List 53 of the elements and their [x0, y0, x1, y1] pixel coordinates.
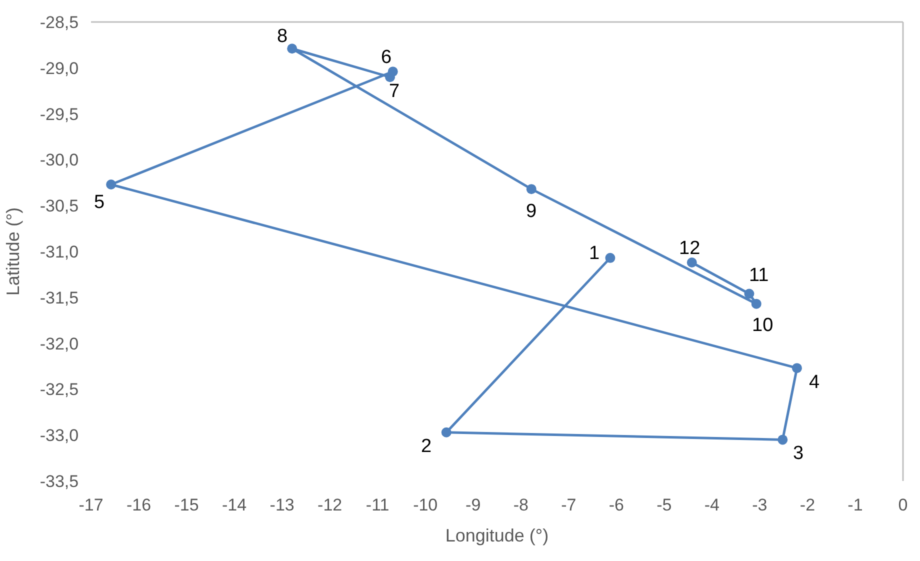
x-tick-label: -13 [270, 495, 294, 514]
point [526, 184, 536, 194]
y-tick-label: -33,5 [40, 472, 79, 491]
annotation: 4 [809, 372, 820, 393]
x-tick-label: -15 [174, 495, 199, 514]
y-tick-label: -32,5 [40, 380, 79, 400]
x-tick-label: -10 [413, 495, 438, 514]
point [744, 288, 754, 299]
annotation: 11 [749, 265, 769, 286]
x-tick-label: -6 [608, 495, 624, 514]
x-tick-label: -17 [78, 495, 104, 514]
point [686, 258, 697, 268]
y-tick-label: -31,0 [40, 242, 79, 262]
x-tick-label: -9 [466, 495, 481, 514]
y-tick-label: -28,5 [40, 12, 79, 32]
y-tick-label: -29,0 [40, 58, 79, 78]
annotation: 10 [752, 315, 774, 336]
x-tick-label: -2 [800, 495, 816, 514]
x-tick-label: -7 [561, 495, 576, 514]
x-tick-label: -4 [704, 495, 720, 514]
y-tick-label: -29,5 [40, 104, 79, 124]
x-tick-label: -3 [752, 495, 768, 514]
y-tick-label: -30,5 [40, 196, 79, 216]
annotation: 3 [793, 443, 804, 464]
annotation: 5 [94, 192, 105, 213]
x-tick-label: 0 [898, 495, 908, 514]
annotation: 9 [526, 201, 537, 222]
y-tick-label: -31,5 [40, 288, 79, 308]
x-tick-label: -11 [366, 495, 390, 514]
x-tick-label: -5 [656, 495, 672, 514]
x-tick-label: -8 [513, 495, 528, 514]
annotation: 8 [277, 26, 288, 47]
x-tick-label: -12 [318, 495, 342, 514]
x-tick-label: -14 [222, 495, 247, 514]
x-tick-label: -16 [126, 495, 152, 514]
point [441, 427, 452, 438]
annotation: 12 [679, 238, 700, 259]
annotation: 1 [589, 243, 600, 264]
x-tick-label: -1 [848, 495, 863, 514]
annotation: 7 [389, 81, 400, 102]
annotation: 2 [421, 436, 432, 457]
point [751, 298, 762, 309]
y-tick-label: -30,0 [40, 150, 79, 170]
point [605, 252, 616, 263]
point [778, 434, 788, 445]
y-tick-label: -33,0 [40, 426, 79, 446]
annotation: 6 [381, 47, 392, 68]
point [287, 44, 298, 54]
y-tick-label: -32,0 [40, 334, 79, 354]
x-axis-title: Longitude (°) [445, 526, 549, 546]
point [792, 363, 802, 374]
y-axis-title: Latitude (°) [3, 207, 24, 296]
point [106, 179, 116, 190]
